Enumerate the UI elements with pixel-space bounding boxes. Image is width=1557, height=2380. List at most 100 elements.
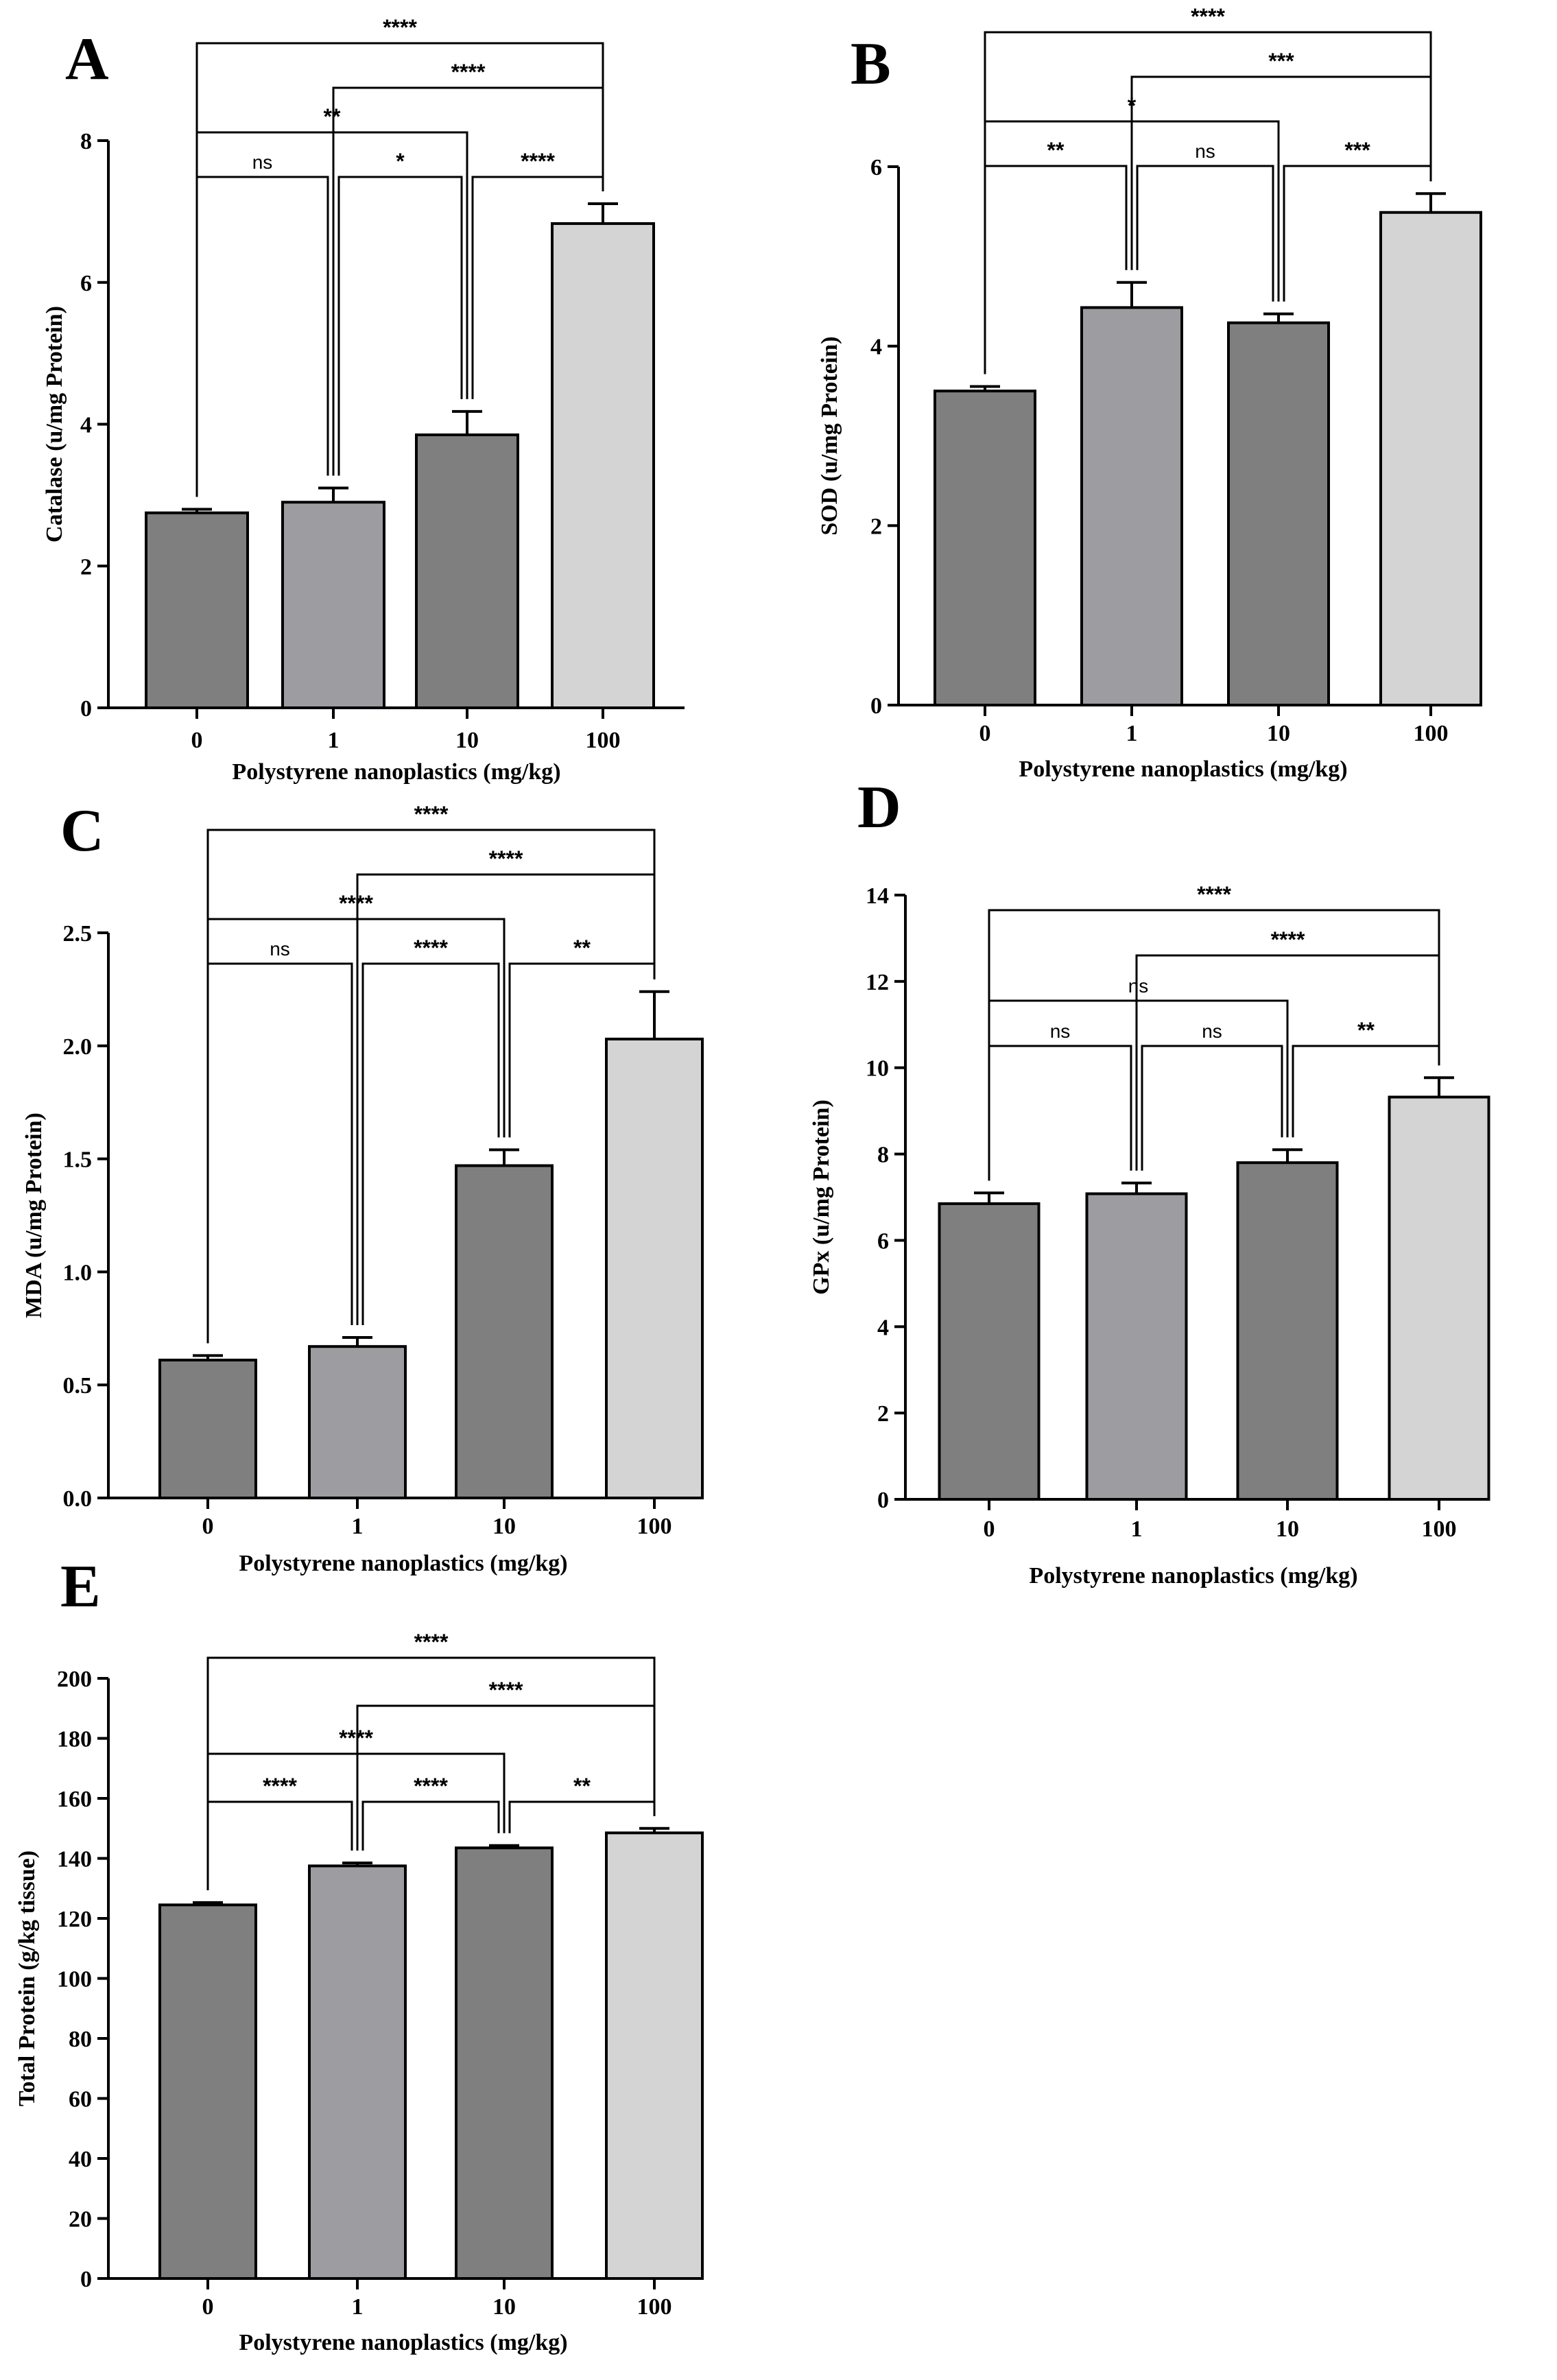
bar: [308, 1345, 407, 1499]
significance-bracket: [988, 1045, 1132, 1181]
x-tick-label: 100: [637, 2294, 672, 2320]
significance-bracket: [337, 176, 463, 476]
y-axis-title: GPx (u/mg Protein): [809, 1099, 834, 1295]
y-tick-label: 2.0: [63, 1034, 93, 1060]
y-tick-label: 1.0: [63, 1260, 93, 1285]
bar: [1227, 321, 1330, 706]
significance-bracket: [984, 31, 1432, 374]
y-tick-label: 0: [80, 2267, 92, 2292]
y-tick-label: 100: [57, 1967, 92, 1992]
x-axis-title: Polystyrene nanoplastics (mg/kg): [1029, 1563, 1357, 1588]
significance-label: ****: [451, 60, 486, 84]
significance-bracket: [1141, 1045, 1283, 1171]
y-tick-label: 180: [57, 1727, 92, 1752]
bar: [938, 1202, 1041, 1501]
x-tick-label: 10: [492, 1514, 516, 1539]
significance-bracket: [988, 999, 1289, 1181]
y-tick-label: 0.0: [63, 1486, 93, 1512]
y-tick-label: 40: [69, 2147, 92, 2172]
y-tick-label: 0.5: [63, 1373, 93, 1399]
y-tick-label: 4: [877, 1315, 889, 1340]
significance-label: ns: [270, 938, 290, 960]
panel-label: A: [65, 26, 109, 93]
panel-label: D: [857, 774, 901, 841]
x-tick-label: 0: [979, 721, 991, 746]
x-tick-label: 10: [1276, 1516, 1299, 1542]
significance-label: ****: [1191, 4, 1225, 29]
x-tick-label: 100: [637, 1514, 672, 1539]
significance-label: ****: [263, 1774, 297, 1798]
x-tick-label: 100: [586, 728, 621, 753]
y-axis-title: Total Protein (g/kg tissue): [14, 1851, 40, 2106]
bar: [934, 390, 1036, 706]
y-tick-label: 4: [870, 335, 882, 360]
x-tick-label: 10: [1267, 721, 1290, 746]
panel-label: B: [851, 31, 891, 97]
significance-label: *: [396, 149, 405, 174]
y-tick-label: 60: [69, 2087, 92, 2113]
y-tick-label: 120: [57, 1907, 92, 1932]
significance-bracket: [508, 1800, 656, 1833]
y-tick-label: 6: [877, 1228, 889, 1254]
x-tick-label: 1: [328, 728, 340, 753]
y-tick-label: 0: [877, 1488, 889, 1513]
y-axis-title: Catalase (u/mg Protein): [42, 306, 67, 543]
x-tick-label: 1: [1126, 721, 1138, 746]
x-axis-title: Polystyrene nanoplastics (mg/kg): [232, 759, 560, 785]
significance-label: ****: [414, 1774, 448, 1798]
significance-bracket: [1136, 165, 1274, 302]
significance-label: ****: [339, 1726, 373, 1750]
x-tick-label: 0: [202, 2294, 214, 2320]
bar: [605, 1831, 704, 2280]
x-tick-label: 0: [202, 1514, 214, 1539]
significance-bracket: [361, 1800, 500, 1851]
significance-label: ns: [1128, 975, 1149, 997]
bar: [308, 1864, 407, 2280]
x-axis-title: Polystyrene nanoplastics (mg/kg): [239, 2330, 567, 2355]
bar: [605, 1037, 704, 1499]
significance-label: ***: [1344, 138, 1370, 163]
y-tick-label: 1.5: [63, 1147, 93, 1173]
y-tick-label: 2.5: [63, 921, 93, 947]
significance-bracket: [356, 1704, 656, 1851]
chart-panel-D: D 0 2 4 6 8 10 12 14 0 1 10 100 ns ns ** ns **** **** Polys…: [809, 774, 1490, 1588]
bar: [1236, 1161, 1339, 1501]
x-tick-label: 10: [492, 2294, 516, 2320]
y-axis-title: MDA (u/mg Protein): [21, 1112, 47, 1318]
y-axis-title: SOD (u/mg Protein): [817, 336, 842, 535]
significance-label: ****: [489, 1678, 523, 1702]
bar: [1388, 1095, 1490, 1501]
bar: [455, 1164, 554, 1500]
x-tick-label: 10: [455, 728, 479, 753]
y-tick-label: 4: [80, 413, 92, 438]
y-tick-label: 14: [866, 883, 889, 909]
y-tick-label: 6: [870, 155, 882, 180]
significance-label: ****: [414, 1630, 449, 1654]
significance-label: ****: [414, 936, 448, 960]
significance-bracket: [195, 176, 329, 497]
significance-bracket: [195, 42, 604, 497]
y-tick-label: 20: [69, 2207, 92, 2233]
panel-label: C: [60, 798, 104, 864]
x-tick-label: 1: [1131, 1516, 1143, 1542]
significance-label: ****: [1197, 882, 1231, 907]
significance-label: ****: [1271, 927, 1305, 952]
significance-label: ****: [489, 846, 523, 871]
significance-bracket: [361, 962, 500, 1325]
significance-label: **: [1047, 138, 1065, 163]
significance-label: ns: [1050, 1021, 1071, 1042]
significance-bracket: [988, 909, 1440, 1181]
significance-bracket: [206, 1656, 656, 1890]
y-tick-label: 8: [80, 129, 92, 154]
significance-label: **: [1357, 1018, 1375, 1043]
bar: [158, 1903, 257, 2280]
y-tick-label: 0: [80, 696, 92, 722]
bar: [145, 511, 249, 709]
y-tick-label: 2: [877, 1401, 889, 1427]
bar: [1085, 1192, 1188, 1501]
significance-label: ****: [414, 802, 449, 826]
